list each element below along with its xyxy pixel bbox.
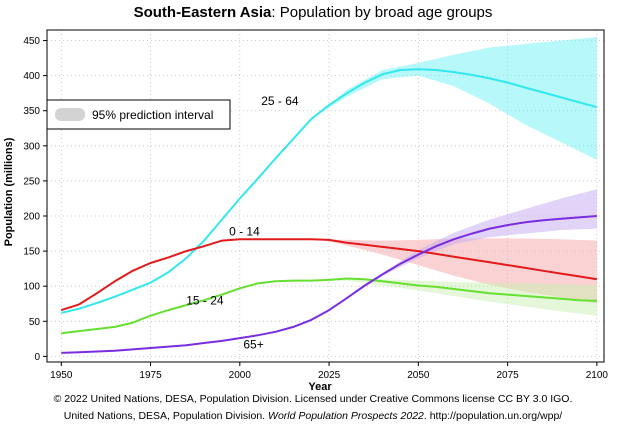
x-tick-label: 2000 [229,370,252,381]
y-tick-label: 100 [23,282,40,293]
chart-title-bold: South-Eastern Asia [134,4,272,21]
x-tick-label: 2050 [407,370,430,381]
y-tick-label: 300 [23,141,40,152]
chart-title: : Population by broad age groups [271,4,492,21]
x-tick-label: 2100 [586,370,609,381]
series-line-15-24 [61,277,597,335]
x-tick-label: 1950 [50,370,73,381]
prediction-band-15-24 [318,277,597,316]
plot-frame [46,29,605,363]
x-axis-label: Year [308,381,332,393]
y-tick-label: 200 [23,212,40,223]
y-tick-label: 250 [23,176,40,187]
series-label-0-14: 0 - 14 [229,225,260,239]
y-tick-label: 150 [23,247,40,258]
credit-publication: World Population Prospects 2022 [268,410,424,422]
series-label-15-24: 15 - 24 [186,293,224,307]
y-tick-label: 400 [23,71,40,82]
series-line-65+ [61,215,597,354]
credit-line-2: United Nations, DESA, Population Divisio… [0,410,626,422]
series-line-25-64 [61,68,598,314]
y-tick-label: 50 [29,317,41,328]
y-tick-label: 450 [23,36,40,47]
x-tick-label: 2025 [318,370,341,381]
y-axis-label: Population (millions) [3,137,15,246]
y-tick-label: 0 [34,352,40,363]
credit-url: . http://population.un.org/wpp/ [423,410,563,422]
prediction-band-25-64 [318,37,597,160]
svg-text:South-Eastern Asia: Population: South-Eastern Asia: Population by broad … [134,4,493,21]
legend-swatch [55,108,85,121]
credit-source: United Nations, DESA, Population Divisio… [63,410,269,422]
series-label-25-64: 25 - 64 [261,94,299,108]
legend-label: 95% prediction interval [92,108,213,122]
credit-line-1: © 2022 United Nations, DESA, Population … [53,393,573,405]
series-label-65+: 65+ [243,338,263,352]
x-tick-label: 2075 [496,370,519,381]
x-tick-label: 1975 [139,370,162,381]
legend: 95% prediction interval [46,99,231,130]
y-tick-label: 350 [23,106,40,117]
series-line-0-14 [60,238,598,312]
